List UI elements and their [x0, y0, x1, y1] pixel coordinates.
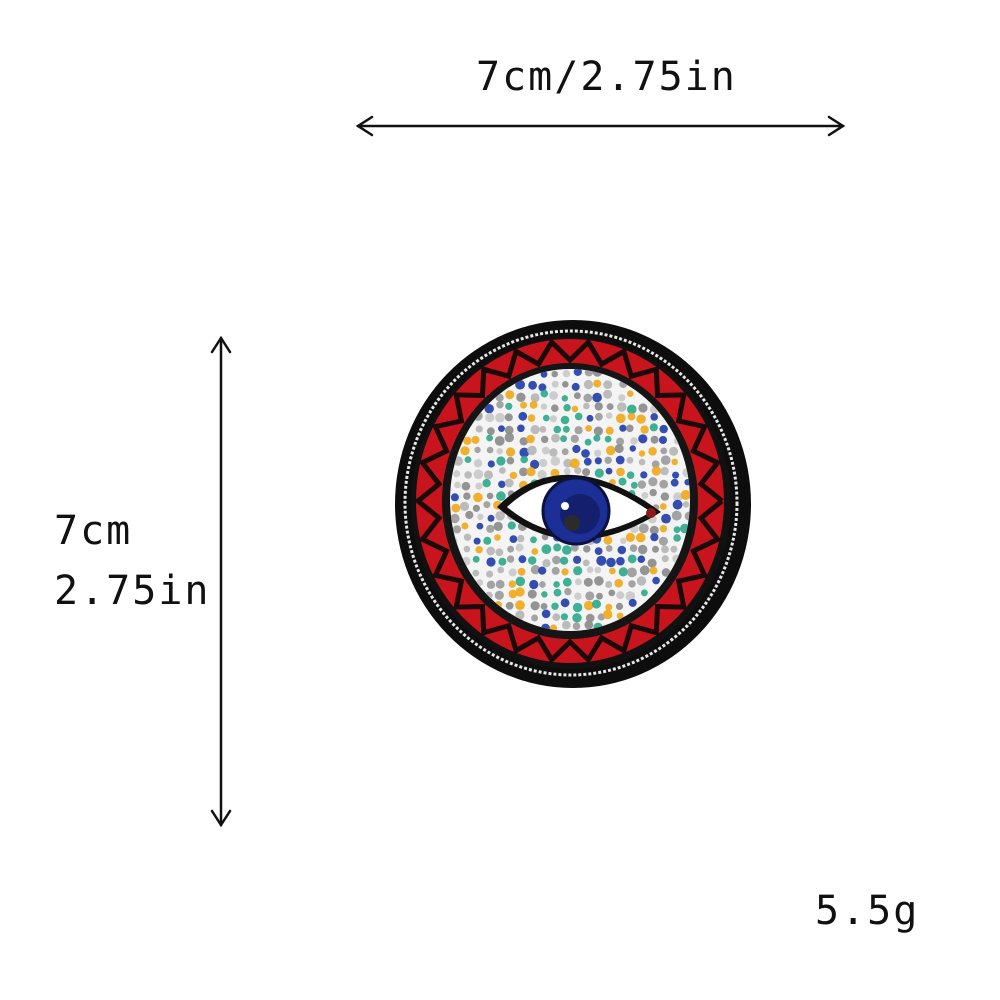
horizontal-dimension-arrow — [355, 115, 846, 137]
evil-eye-icon — [497, 474, 661, 546]
evil-eye-patch — [395, 320, 751, 688]
height-measurement-in-label: 2.75in — [54, 568, 211, 614]
vertical-dimension-arrow — [210, 335, 232, 828]
width-measurement-label: 7cm/2.75in — [476, 54, 737, 100]
rhinestones — [450, 369, 690, 631]
height-measurement-cm-label: 7cm — [54, 508, 133, 554]
patch-zigzag-pattern — [414, 338, 724, 664]
weight-label: 5.5g — [815, 888, 920, 934]
patch-stitch-ring — [403, 329, 739, 677]
